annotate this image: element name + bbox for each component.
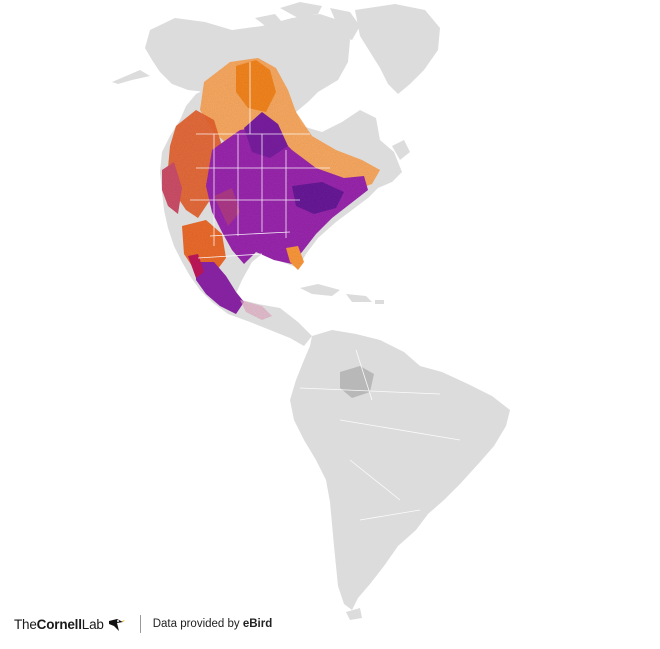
footer-divider [139, 615, 141, 633]
logo-bold: Cornell [36, 616, 82, 632]
attribution-footer: The Cornell Lab Data provided by eBird [14, 611, 272, 637]
logo-suffix: Lab [81, 616, 104, 632]
logo-prefix: The [14, 616, 37, 632]
cornell-lab-logo: The Cornell Lab [14, 614, 126, 634]
south-america-land [290, 330, 510, 620]
credit-prefix: Data provided by [152, 618, 243, 630]
data-credit: Data provided by eBird [153, 618, 273, 630]
range-heatmap [162, 58, 380, 320]
border-lines [190, 62, 461, 521]
credit-brand: eBird [242, 618, 273, 630]
bird-icon [108, 619, 125, 631]
